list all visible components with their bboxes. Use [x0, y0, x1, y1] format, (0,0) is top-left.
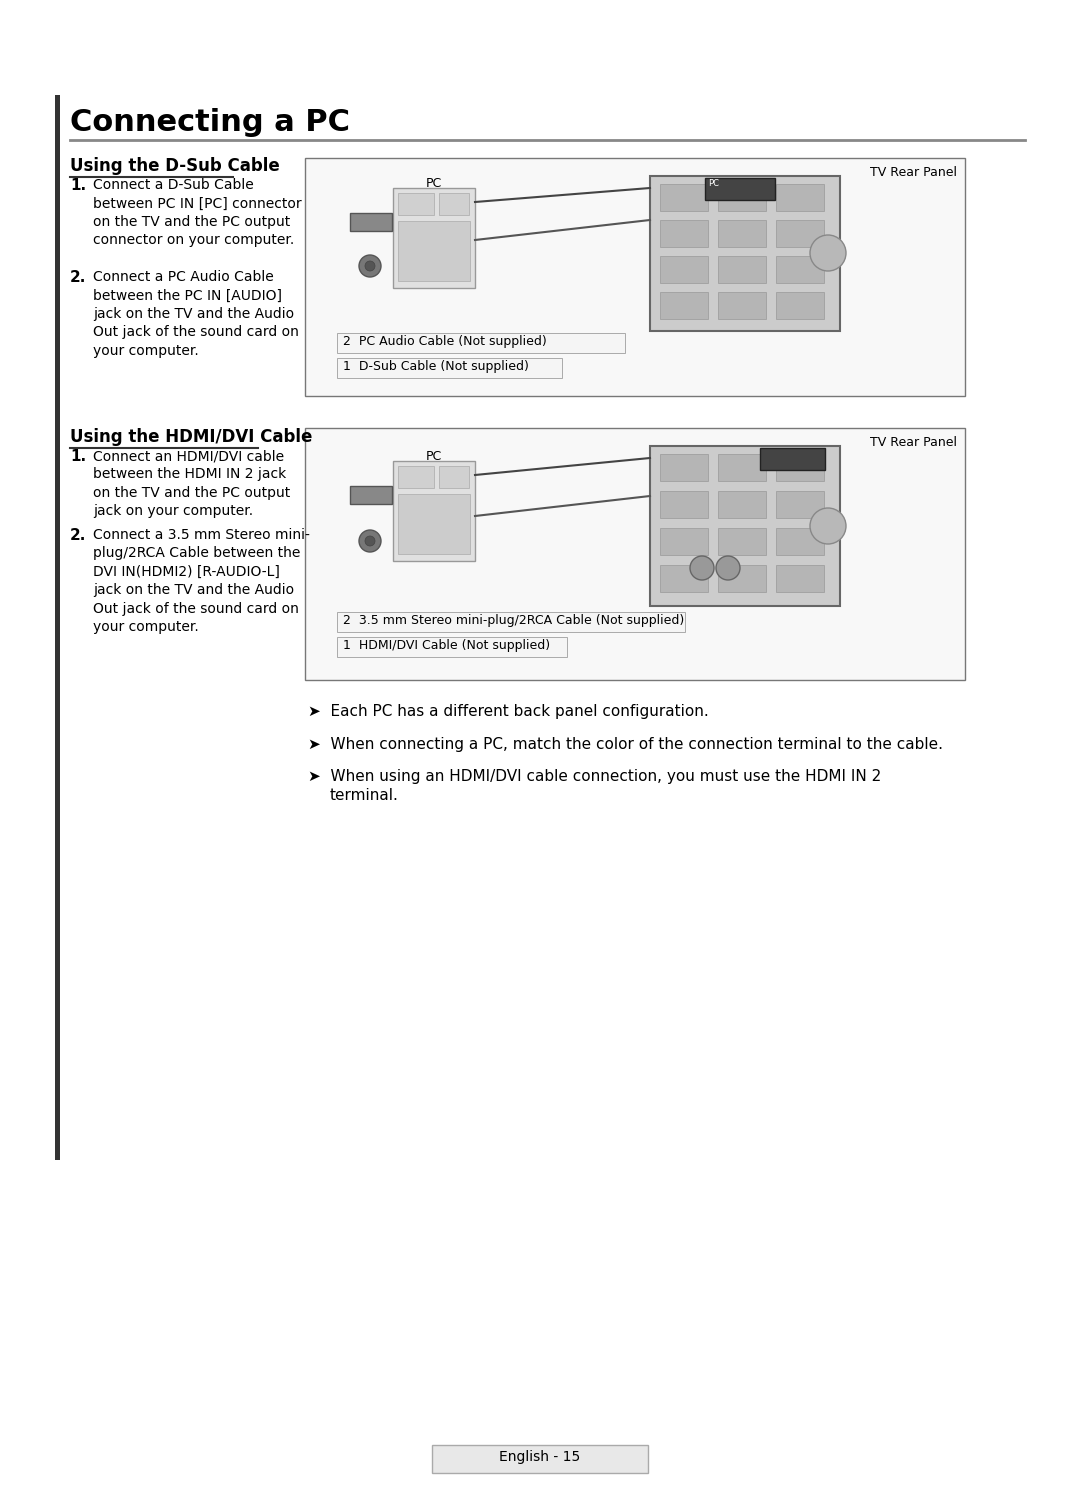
- Bar: [399, 494, 470, 554]
- Text: 2.: 2.: [70, 269, 86, 286]
- Bar: [777, 256, 824, 283]
- Circle shape: [810, 507, 846, 545]
- Bar: [55, 95, 60, 1161]
- Text: Connect a 3.5 mm Stereo mini-
plug/2RCA Cable between the
DVI IN(HDMI2) [R-AUDIO: Connect a 3.5 mm Stereo mini- plug/2RCA …: [93, 528, 310, 634]
- Text: Using the HDMI/DVI Cable: Using the HDMI/DVI Cable: [70, 429, 312, 446]
- Bar: [393, 187, 475, 289]
- Bar: [777, 292, 824, 318]
- Bar: [337, 637, 567, 658]
- Bar: [660, 185, 708, 211]
- Bar: [399, 193, 434, 214]
- Text: PC: PC: [426, 177, 442, 190]
- Bar: [718, 185, 766, 211]
- Text: terminal.: terminal.: [330, 789, 399, 804]
- Bar: [718, 292, 766, 318]
- Bar: [660, 454, 708, 481]
- Text: ➤  When connecting a PC, match the color of the connection terminal to the cable: ➤ When connecting a PC, match the color …: [308, 737, 943, 751]
- Text: ➤  Each PC has a different back panel configuration.: ➤ Each PC has a different back panel con…: [308, 704, 708, 719]
- Bar: [660, 220, 708, 247]
- Text: 1  HDMI/DVI Cable (Not supplied): 1 HDMI/DVI Cable (Not supplied): [343, 638, 550, 652]
- Bar: [777, 185, 824, 211]
- Bar: [777, 565, 824, 592]
- Bar: [399, 222, 470, 281]
- Circle shape: [359, 254, 381, 277]
- Bar: [399, 466, 434, 488]
- Text: 2  3.5 mm Stereo mini-plug/2RCA Cable (Not supplied): 2 3.5 mm Stereo mini-plug/2RCA Cable (No…: [343, 615, 685, 626]
- Bar: [660, 292, 708, 318]
- Circle shape: [810, 235, 846, 271]
- Bar: [438, 466, 469, 488]
- Text: 1.: 1.: [70, 179, 86, 193]
- Polygon shape: [350, 487, 392, 504]
- Bar: [718, 454, 766, 481]
- Text: PC: PC: [426, 449, 442, 463]
- Bar: [760, 448, 825, 470]
- Circle shape: [716, 557, 740, 580]
- Bar: [777, 528, 824, 555]
- Text: English - 15: English - 15: [499, 1449, 581, 1464]
- Bar: [650, 446, 840, 606]
- Bar: [337, 359, 562, 378]
- Circle shape: [690, 557, 714, 580]
- Bar: [305, 429, 966, 680]
- Bar: [777, 454, 824, 481]
- Text: 1  D-Sub Cable (Not supplied): 1 D-Sub Cable (Not supplied): [343, 360, 529, 373]
- Bar: [718, 528, 766, 555]
- Text: 1.: 1.: [70, 449, 86, 464]
- Text: PC: PC: [708, 179, 719, 187]
- Circle shape: [365, 536, 375, 546]
- Bar: [660, 256, 708, 283]
- Text: Connecting a PC: Connecting a PC: [70, 109, 350, 137]
- Circle shape: [365, 260, 375, 271]
- Bar: [705, 179, 775, 199]
- Bar: [660, 528, 708, 555]
- Bar: [337, 612, 685, 632]
- Bar: [393, 461, 475, 561]
- Text: Connect an HDMI/DVI cable
between the HDMI IN 2 jack
on the TV and the PC output: Connect an HDMI/DVI cable between the HD…: [93, 449, 291, 518]
- Bar: [777, 491, 824, 518]
- Bar: [718, 565, 766, 592]
- Bar: [438, 193, 469, 214]
- Bar: [432, 1445, 648, 1473]
- Text: TV Rear Panel: TV Rear Panel: [870, 167, 957, 179]
- Circle shape: [359, 530, 381, 552]
- Bar: [660, 565, 708, 592]
- Bar: [777, 220, 824, 247]
- Text: 2.: 2.: [70, 528, 86, 543]
- Text: Connect a D-Sub Cable
between PC IN [PC] connector
on the TV and the PC output
c: Connect a D-Sub Cable between PC IN [PC]…: [93, 179, 301, 247]
- Bar: [718, 491, 766, 518]
- Polygon shape: [350, 213, 392, 231]
- Text: Using the D-Sub Cable: Using the D-Sub Cable: [70, 158, 280, 176]
- Bar: [718, 220, 766, 247]
- Text: TV Rear Panel: TV Rear Panel: [870, 436, 957, 449]
- Bar: [337, 333, 625, 353]
- Bar: [660, 491, 708, 518]
- Text: 2  PC Audio Cable (Not supplied): 2 PC Audio Cable (Not supplied): [343, 335, 546, 348]
- Text: Connect a PC Audio Cable
between the PC IN [AUDIO]
jack on the TV and the Audio
: Connect a PC Audio Cable between the PC …: [93, 269, 299, 357]
- Bar: [650, 176, 840, 330]
- Bar: [718, 256, 766, 283]
- Text: ➤  When using an HDMI/DVI cable connection, you must use the HDMI IN 2: ➤ When using an HDMI/DVI cable connectio…: [308, 769, 881, 784]
- Bar: [305, 158, 966, 396]
